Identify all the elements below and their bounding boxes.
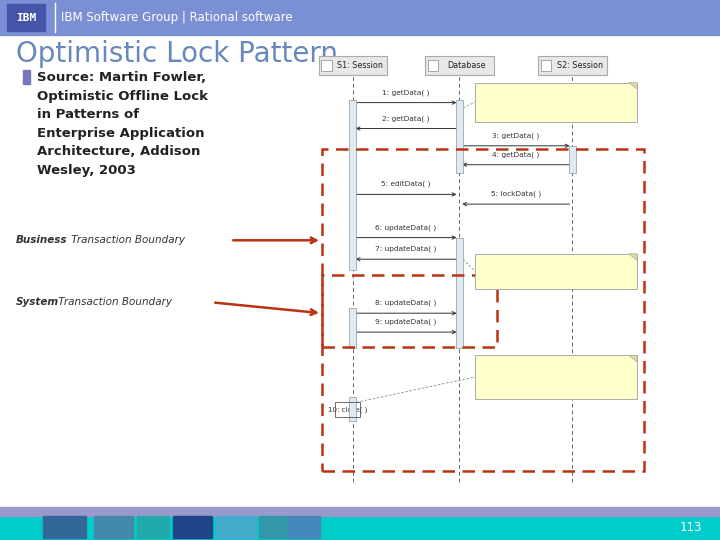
Bar xyxy=(475,254,637,289)
Text: A failure code is returned because of a
mismatch between the version numbers
for: A failure code is returned because of a … xyxy=(480,359,629,382)
Bar xyxy=(349,397,356,421)
Bar xyxy=(0,0,720,35)
Bar xyxy=(288,516,320,538)
Bar xyxy=(322,148,644,471)
Bar xyxy=(335,402,360,417)
Polygon shape xyxy=(629,254,637,260)
Polygon shape xyxy=(629,83,637,89)
Bar xyxy=(23,70,30,84)
Text: Source: Martin Fowler,
Optimistic Offline Lock
in Patterns of
Enterprise Applica: Source: Martin Fowler, Optimistic Offlin… xyxy=(37,71,209,177)
Bar xyxy=(541,60,552,71)
Text: IBM Software Group | Rational software: IBM Software Group | Rational software xyxy=(61,11,293,24)
Bar xyxy=(475,83,637,122)
Text: IBM: IBM xyxy=(16,12,36,23)
Bar xyxy=(0,516,720,540)
Text: Both sessions read the same record,
confirmed by its version number 17.: Both sessions read the same record, conf… xyxy=(480,86,614,100)
Text: 5: lockData( ): 5: lockData( ) xyxy=(491,191,541,197)
Bar xyxy=(322,275,497,347)
Text: S1: Session: S1: Session xyxy=(337,61,383,70)
Bar xyxy=(349,308,356,348)
Bar xyxy=(216,516,256,538)
Text: 4: getData( ): 4: getData( ) xyxy=(492,151,539,158)
Bar xyxy=(456,100,463,173)
Bar xyxy=(539,56,606,75)
Text: 1: getData( ): 1: getData( ) xyxy=(382,89,430,96)
Bar xyxy=(173,516,212,538)
Text: 113: 113 xyxy=(680,522,702,535)
Bar xyxy=(569,146,576,173)
Text: Transaction Boundary: Transaction Boundary xyxy=(68,235,186,245)
Bar xyxy=(322,60,331,71)
Bar xyxy=(137,516,169,538)
Text: Transaction Boundary: Transaction Boundary xyxy=(55,298,173,307)
Text: Business: Business xyxy=(16,235,68,245)
Text: S2: Session: S2: Session xyxy=(557,61,603,70)
Bar xyxy=(259,516,288,538)
Text: The record is successfully updated. Its
version number is 18: The record is successfully updated. Its … xyxy=(480,258,621,272)
Polygon shape xyxy=(629,355,637,362)
Bar xyxy=(319,56,387,75)
Text: 9: updateData( ): 9: updateData( ) xyxy=(375,319,437,325)
Text: 10: close( ): 10: close( ) xyxy=(328,407,367,413)
Bar xyxy=(349,100,356,270)
Bar xyxy=(428,60,438,71)
Text: Optimistic Lock Pattern: Optimistic Lock Pattern xyxy=(16,40,338,69)
Text: 2: getData( ): 2: getData( ) xyxy=(382,115,430,122)
Bar xyxy=(7,4,45,31)
Bar xyxy=(475,355,637,399)
Text: 6: updateData( ): 6: updateData( ) xyxy=(375,224,437,231)
Text: 5: editData( ): 5: editData( ) xyxy=(382,181,431,187)
Bar xyxy=(425,56,494,75)
Text: 3: getData( ): 3: getData( ) xyxy=(492,132,539,139)
Bar xyxy=(43,516,86,538)
Text: System: System xyxy=(16,298,59,307)
Text: 8: updateData( ): 8: updateData( ) xyxy=(375,300,437,306)
Bar xyxy=(0,507,720,516)
Text: 7: updateData( ): 7: updateData( ) xyxy=(375,246,437,252)
Text: Database: Database xyxy=(447,61,486,70)
Bar xyxy=(94,516,133,538)
Bar xyxy=(456,238,463,348)
